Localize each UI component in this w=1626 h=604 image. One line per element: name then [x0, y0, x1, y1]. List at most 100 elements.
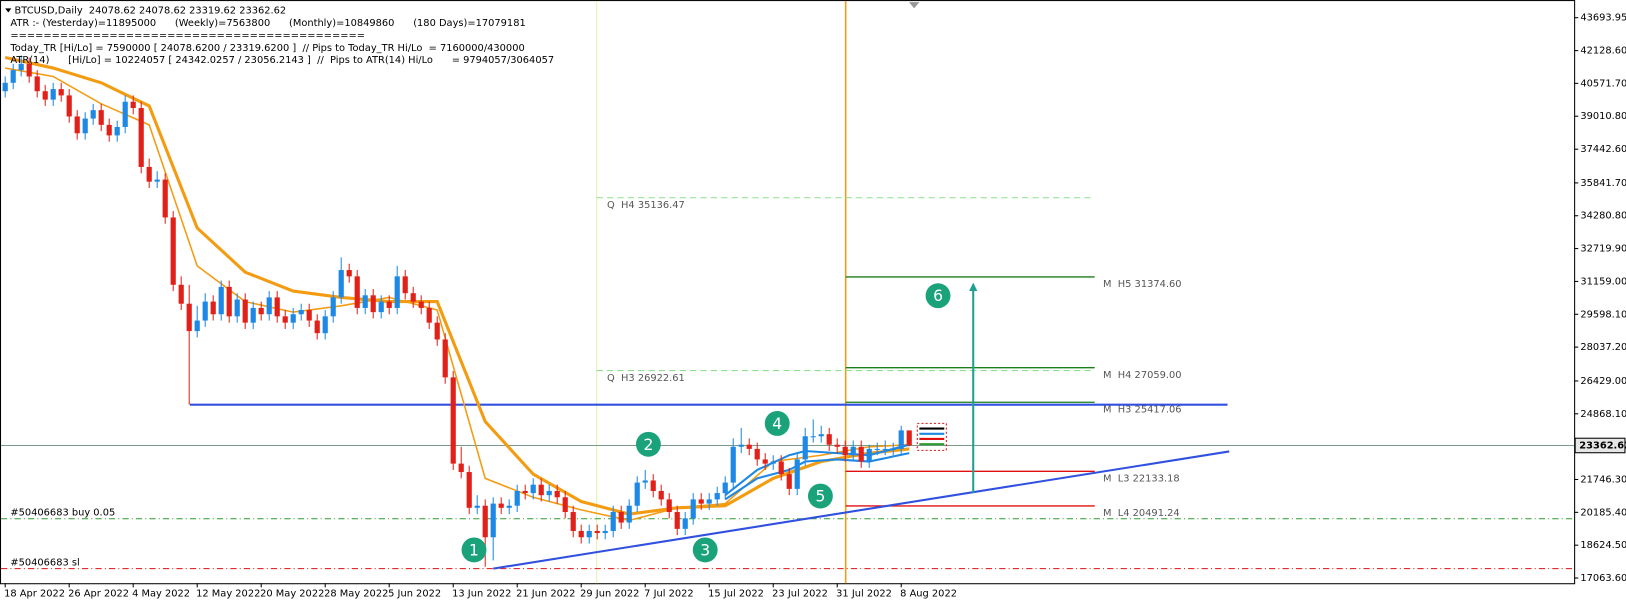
- x-tick-label: 20 May 2022: [260, 589, 324, 600]
- candle-body: [730, 446, 736, 483]
- candle-body: [338, 270, 344, 298]
- candle-body: [490, 503, 496, 538]
- candle-body: [378, 301, 384, 313]
- x-tick-label: 21 Jun 2022: [516, 589, 575, 600]
- candle-body: [770, 461, 776, 464]
- candle-body: [746, 444, 752, 449]
- candle-body: [186, 303, 192, 332]
- candle-body: [546, 490, 552, 496]
- candle-body: [274, 297, 280, 317]
- y-tick-label: 31159.00: [1580, 276, 1626, 287]
- candle-body: [426, 307, 432, 323]
- candle-body: [706, 499, 712, 504]
- candle-body: [570, 512, 576, 531]
- x-tick-label: 8 Aug 2022: [900, 589, 957, 600]
- y-tick-label: 43693.95: [1580, 13, 1626, 24]
- y-tick-label: 24868.10: [1580, 409, 1626, 420]
- last-price-label: 23362.62: [1579, 440, 1626, 451]
- y-tick-label: 37442.60: [1580, 144, 1626, 155]
- pivot-label: Q H3 26922.61: [607, 373, 685, 384]
- candle-body: [90, 110, 96, 119]
- wave-marker: [807, 483, 833, 509]
- pivot-label: Q H4 35136.47: [607, 200, 685, 211]
- x-tick-label: 29 Jun 2022: [580, 589, 639, 600]
- wave-marker: [692, 537, 718, 563]
- info-line: Today_TR [Hi/Lo] = 7590000 [ 24078.6200 …: [9, 43, 524, 54]
- candle-body: [306, 310, 312, 321]
- info-line: ========================================…: [10, 30, 365, 41]
- candle-body: [394, 276, 400, 308]
- pivot-label: M H5 31374.60: [1103, 279, 1182, 290]
- candle-body: [210, 301, 216, 315]
- candle-body: [658, 490, 664, 500]
- wave-label: 4: [772, 415, 782, 433]
- candle-body: [242, 299, 248, 323]
- candle-body: [42, 91, 48, 100]
- trend-line: [493, 450, 1230, 570]
- menu-triangle: [5, 8, 12, 13]
- candle-body: [898, 430, 904, 449]
- candle-body: [194, 320, 200, 332]
- candle-body: [818, 434, 824, 437]
- pivot-label: M H4 27059.00: [1103, 370, 1182, 381]
- candle-body: [298, 310, 304, 315]
- candle-body: [362, 295, 368, 308]
- candle-body: [578, 530, 584, 538]
- candle-body: [322, 316, 328, 334]
- candle-body: [2, 82, 8, 92]
- candle-body: [66, 95, 72, 117]
- candle-body: [858, 446, 864, 462]
- shift-marker: [908, 2, 920, 9]
- x-tick-label: 18 Apr 2022: [4, 589, 65, 600]
- candle-body: [538, 484, 544, 496]
- candle-body: [506, 505, 512, 508]
- candle-body: [114, 126, 120, 136]
- y-tick-label: 32719.90: [1580, 244, 1626, 255]
- candle-body: [450, 377, 456, 464]
- candle-body: [554, 490, 560, 498]
- candle-body: [346, 270, 352, 277]
- candle-body: [682, 518, 688, 529]
- candle-body: [122, 101, 128, 127]
- wave-label: 1: [469, 541, 479, 559]
- y-tick-label: 21746.30: [1580, 474, 1626, 485]
- candle-body: [562, 497, 568, 513]
- candle-body: [722, 482, 728, 494]
- candle-body: [98, 110, 104, 125]
- candle-body: [370, 295, 376, 313]
- candle-body: [10, 70, 16, 83]
- candle-body: [474, 505, 480, 508]
- pivot-label: M L3 22133.18: [1103, 474, 1180, 485]
- candle-body: [794, 459, 800, 489]
- y-tick-label: 20185.40: [1580, 507, 1626, 518]
- candle-body: [738, 444, 744, 447]
- candle-body: [410, 293, 416, 302]
- y-tick-label: 40571.70: [1580, 78, 1626, 89]
- candle-body: [850, 446, 856, 456]
- candle-body: [314, 320, 320, 334]
- candle-body: [634, 482, 640, 506]
- candle-body: [442, 339, 448, 378]
- candle-body: [386, 301, 392, 308]
- candle-body: [434, 322, 440, 340]
- candle-body: [690, 499, 696, 519]
- candle-body: [354, 276, 360, 308]
- y-tick-label: 35841.70: [1580, 178, 1626, 189]
- y-tick-label: 18624.50: [1580, 540, 1626, 551]
- candle-body: [778, 461, 784, 475]
- order-label: #50406683 sl: [10, 557, 79, 568]
- candle-body: [754, 448, 760, 460]
- candle-body: [498, 503, 504, 508]
- order-label: #50406683 buy 0.05: [10, 508, 115, 519]
- candle-body: [58, 89, 64, 96]
- candle-body: [330, 297, 336, 317]
- y-tick-label: 28037.20: [1580, 342, 1626, 353]
- candle-body: [162, 179, 168, 218]
- candle-body: [130, 101, 136, 109]
- candle-body: [698, 499, 704, 504]
- candle-body: [50, 89, 56, 100]
- candle-body: [762, 459, 768, 464]
- x-tick-label: 26 Apr 2022: [68, 589, 129, 600]
- candle-body: [626, 505, 632, 523]
